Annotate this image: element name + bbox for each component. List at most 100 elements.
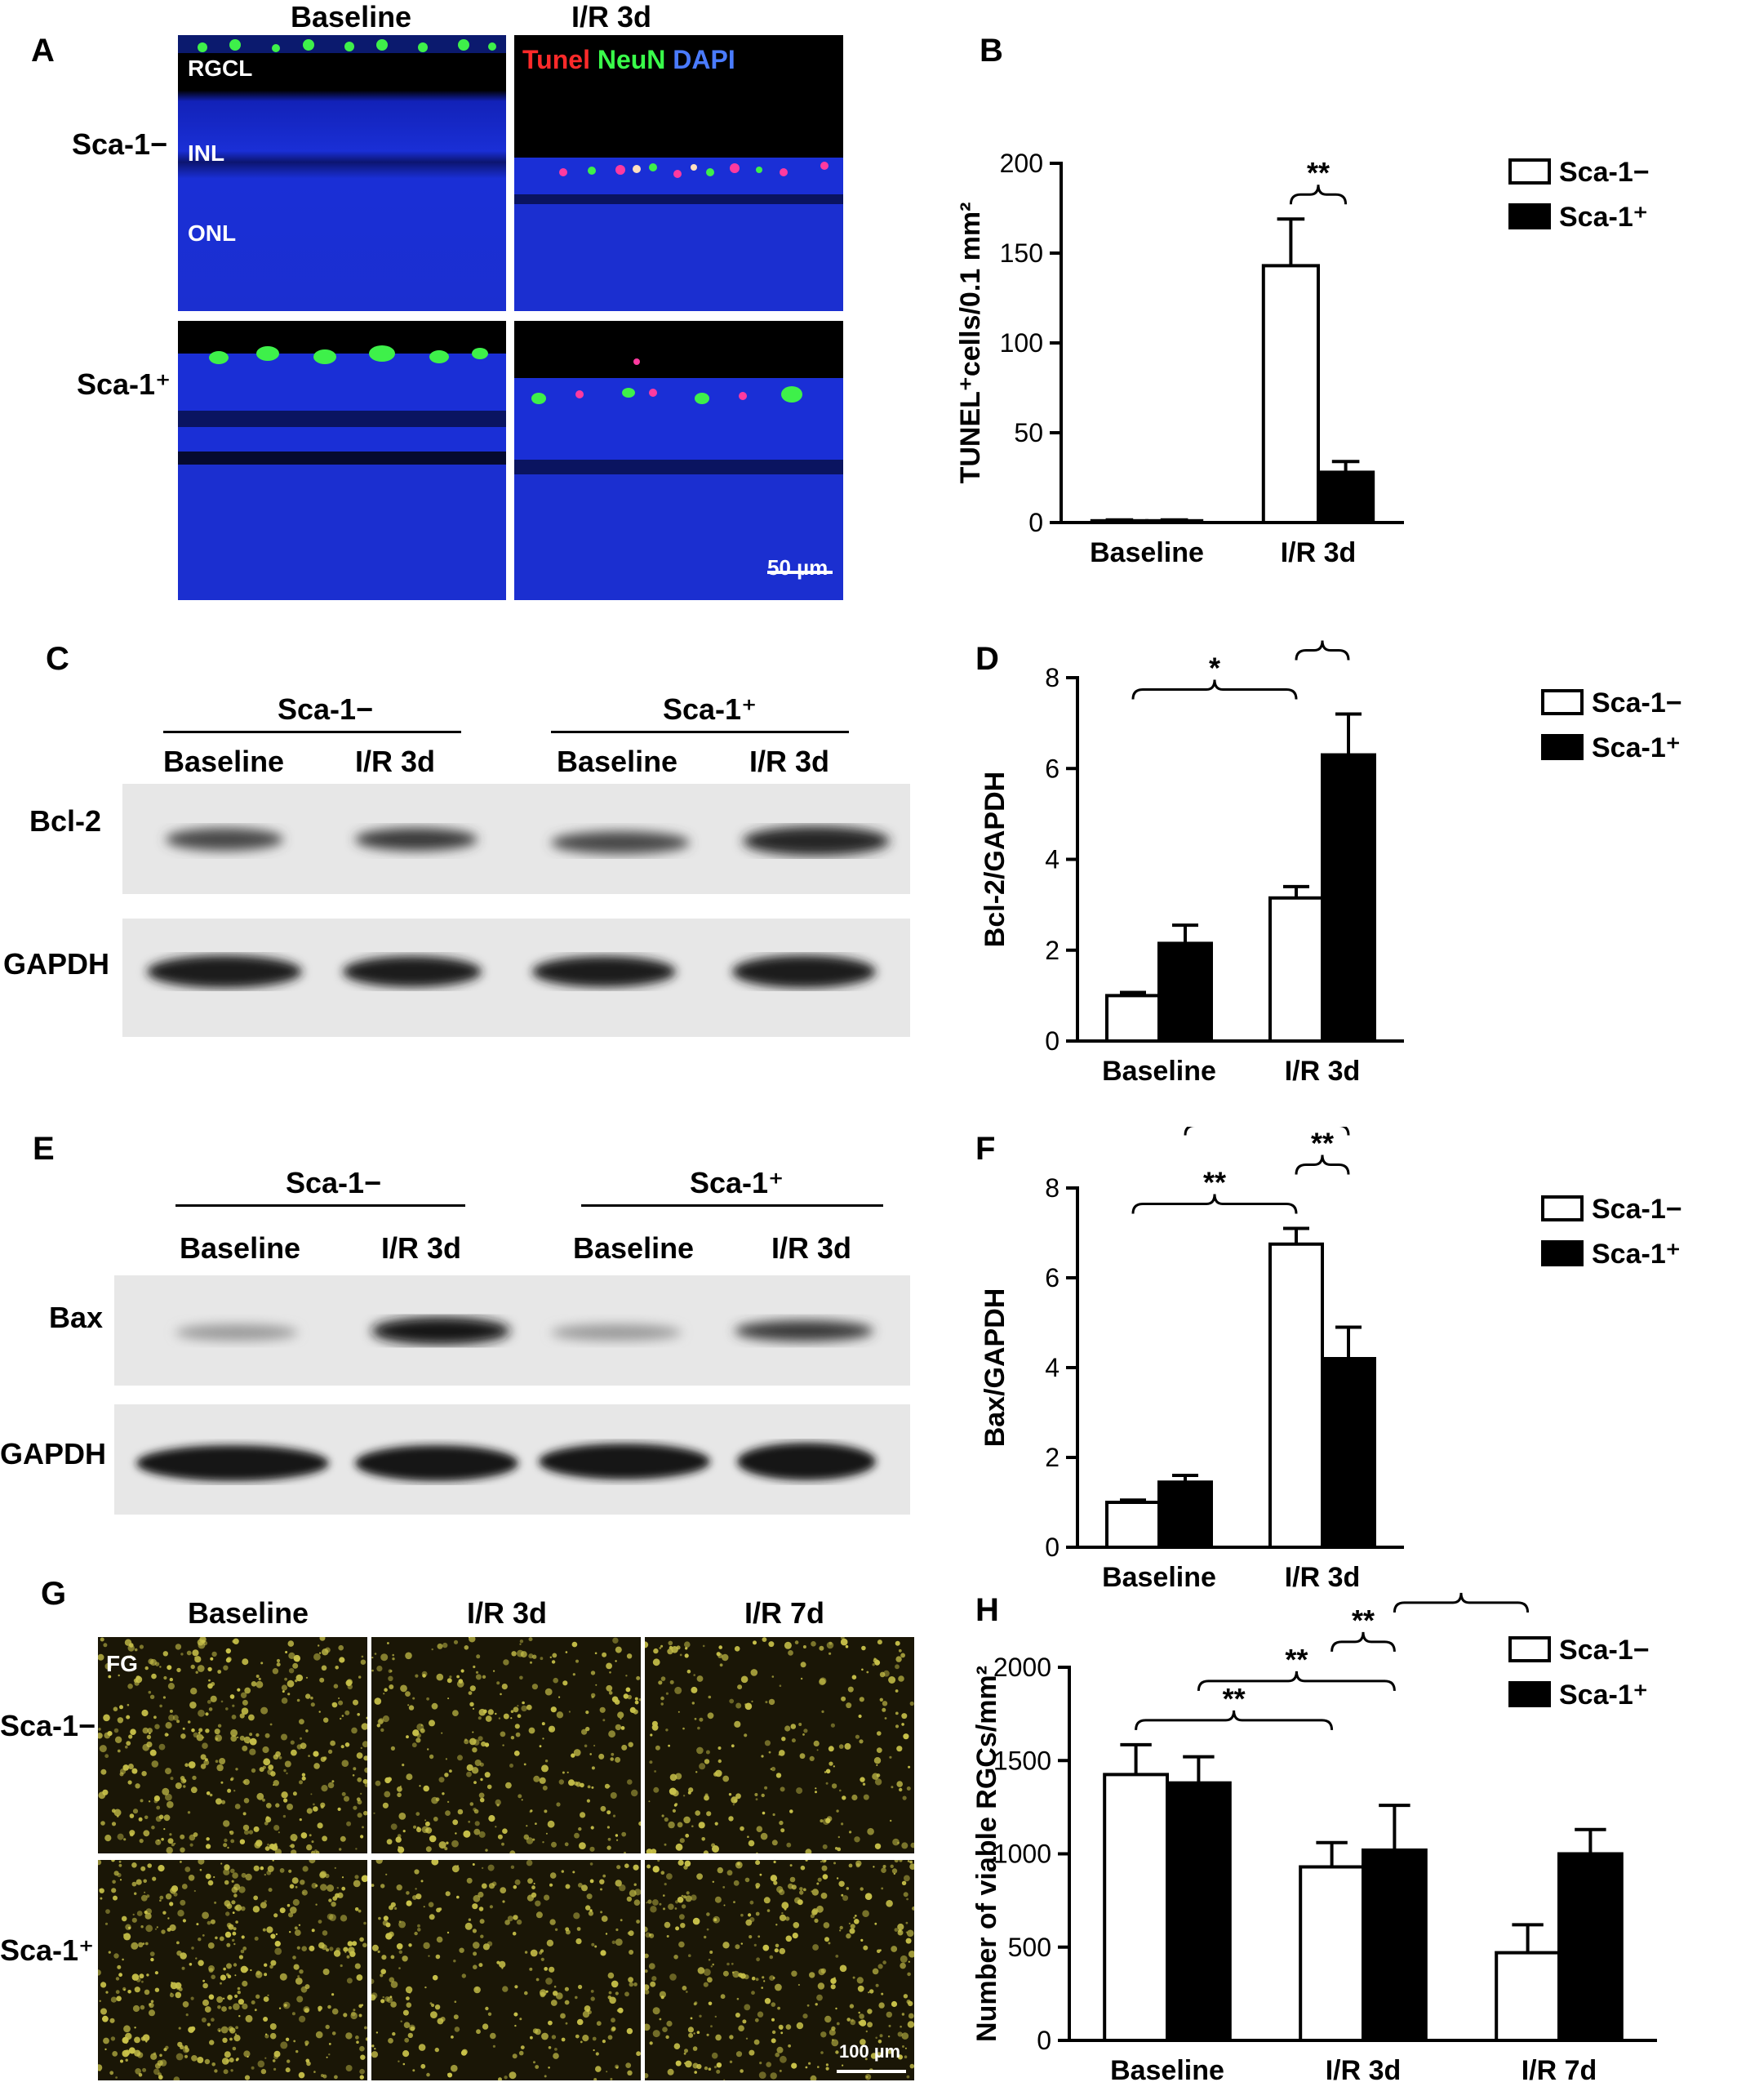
micrograph-a-baseline-sca1-neg bbox=[178, 35, 506, 311]
chart-f-legend-swatch bbox=[1541, 1195, 1584, 1221]
panel-letter-e: E bbox=[33, 1131, 55, 1167]
chart-f-category-label: I/R 3d bbox=[1285, 1562, 1361, 1593]
scale-bar-g-label: 100 µm bbox=[839, 2041, 901, 2062]
chart-d-legend-swatch bbox=[1541, 689, 1584, 715]
chart-h-legend-swatch bbox=[1508, 1681, 1551, 1707]
chart-d-significance-label: * bbox=[1209, 652, 1220, 685]
panel-letter-b: B bbox=[980, 33, 1003, 69]
panel-c-lane-4: I/R 3d bbox=[749, 745, 830, 778]
chart-b-significance-label: ** bbox=[1307, 156, 1330, 189]
chart-f-significance-bracket bbox=[1295, 1155, 1350, 1175]
chart-f-bar bbox=[1268, 1242, 1324, 1549]
chart-d-bar bbox=[1268, 896, 1324, 1043]
chart-d-legend-label: Sca-1− bbox=[1592, 687, 1682, 719]
chart-f-ytick-label: 4 bbox=[1045, 1353, 1060, 1382]
blot-gapdh-e bbox=[114, 1404, 910, 1515]
panel-a-col-header-baseline: Baseline bbox=[291, 0, 412, 33]
chart-h-significance-label: ** bbox=[1285, 1643, 1308, 1676]
chart-h-ytick-label: 2000 bbox=[993, 1653, 1051, 1682]
stain-label-dapi: DAPI bbox=[673, 45, 735, 74]
panel-a-col-header-ir3d: I/R 3d bbox=[571, 0, 652, 33]
panel-g-row-sca1-neg: Sca-1− bbox=[0, 1709, 96, 1742]
chart-d-bar bbox=[1157, 941, 1213, 1043]
chart-d-legend-label: Sca-1⁺ bbox=[1592, 732, 1681, 763]
micrograph-a-ir3d-sca1-neg bbox=[514, 35, 843, 311]
chart-d-significance-bracket bbox=[1295, 640, 1350, 661]
panel-c-lane-1: Baseline bbox=[163, 745, 285, 778]
blot-bax bbox=[114, 1275, 910, 1386]
chart-d-legend-swatch bbox=[1541, 734, 1584, 760]
panel-c-group-sca1-neg: Sca-1− bbox=[278, 692, 374, 726]
panel-letter-f: F bbox=[975, 1131, 996, 1167]
chart-h-significance-label: ** bbox=[1223, 1682, 1246, 1715]
chart-b-legend-label: Sca-1− bbox=[1559, 157, 1650, 188]
layer-label-rgcl: RGCL bbox=[188, 56, 253, 81]
layer-label-onl: ONL bbox=[188, 220, 237, 246]
scale-bar-g bbox=[837, 2070, 906, 2073]
chart-f-legend-label: Sca-1− bbox=[1592, 1194, 1682, 1225]
fg-image-ir3d-sca1-neg bbox=[371, 1637, 641, 1853]
chart-h-legend-swatch bbox=[1508, 1636, 1551, 1662]
chart-b-ylabel: TUNEL⁺cells/0.1 mm² bbox=[955, 202, 986, 484]
chart-h-bar bbox=[1557, 1852, 1624, 2042]
chart-b-legend-label: Sca-1⁺ bbox=[1559, 202, 1648, 233]
panel-a-row-label-sca1-neg: Sca-1− bbox=[72, 127, 168, 161]
chart-b-svg: 0 50 100 150 200 TUNEL⁺cells/0.1 mm² Baseline I… bbox=[955, 149, 1650, 568]
chart-h-ylabel: Number of viable RGCs/mm² bbox=[971, 1666, 1002, 2042]
layer-label-inl: INL bbox=[188, 140, 225, 166]
chart-d-ytick-label: 4 bbox=[1045, 845, 1060, 874]
chart-d-significance-label: ** bbox=[1311, 637, 1334, 646]
panel-c-lane-2: I/R 3d bbox=[355, 745, 436, 778]
stain-label-neun: NeuN bbox=[597, 45, 666, 74]
panel-c-lane-3: Baseline bbox=[557, 745, 678, 778]
chart-h-significance-bracket bbox=[1197, 1671, 1396, 1691]
panel-letter-a: A bbox=[31, 33, 55, 69]
panel-a-row-label-sca1-pos: Sca-1⁺ bbox=[77, 367, 171, 401]
chart-d-category-label: I/R 3d bbox=[1285, 1056, 1361, 1087]
chart-d-bar bbox=[1105, 994, 1161, 1043]
chart-f-significance-label: ** bbox=[1203, 1166, 1226, 1199]
panel-g-col-ir3d: I/R 3d bbox=[467, 1596, 548, 1630]
chart-h-legend-label: Sca-1− bbox=[1559, 1635, 1650, 1666]
panel-letter-h: H bbox=[975, 1592, 999, 1628]
panel-c-group-line-pos bbox=[551, 731, 849, 733]
panel-c-group-sca1-pos: Sca-1⁺ bbox=[663, 692, 757, 726]
chart-d-ytick-label: 2 bbox=[1045, 936, 1060, 965]
chart-h-bar bbox=[1299, 1865, 1366, 2042]
chart-d-svg: 0 2 4 6 8 Bcl-2/GAPDH Baseline I/R 3d Sca-1− Sca-… bbox=[980, 573, 1682, 1088]
chart-d-ytick-label: 6 bbox=[1045, 754, 1060, 783]
chart-h-significance-label: ** bbox=[1352, 1604, 1375, 1637]
panel-letter-c: C bbox=[46, 641, 69, 677]
chart-f-significance-label: ** bbox=[1311, 1127, 1334, 1160]
panel-e-group-sca1-pos: Sca-1⁺ bbox=[690, 1166, 784, 1199]
chart-f-ytick-label: 8 bbox=[1045, 1173, 1060, 1203]
fg-image-ir7d-sca1-pos bbox=[645, 1860, 914, 2080]
fg-image-baseline-sca1-neg bbox=[98, 1637, 367, 1853]
panel-e-lane-3: Baseline bbox=[573, 1231, 695, 1265]
chart-h-category-label: Baseline bbox=[1110, 2055, 1224, 2086]
micrograph-a-baseline-sca1-pos bbox=[178, 321, 506, 600]
panel-e-lane-4: I/R 3d bbox=[771, 1231, 852, 1265]
chart-f-ytick-label: 0 bbox=[1045, 1533, 1060, 1562]
chart-b: 0 50 100 150 200 TUNEL⁺cells/0.1 mm² Baseline I… bbox=[947, 122, 1722, 604]
panel-g-col-baseline: Baseline bbox=[188, 1596, 309, 1630]
micrograph-a-ir3d-sca1-pos bbox=[514, 321, 843, 600]
chart-h-ytick-label: 0 bbox=[1037, 2026, 1051, 2055]
fg-image-ir7d-sca1-neg bbox=[645, 1637, 914, 1853]
chart-f-legend-label: Sca-1⁺ bbox=[1592, 1239, 1681, 1270]
panel-c-row-gapdh: GAPDH bbox=[3, 947, 110, 981]
chart-f-ytick-label: 6 bbox=[1045, 1263, 1060, 1292]
chart-h-ytick-label: 1500 bbox=[993, 1746, 1051, 1775]
chart-h-bar bbox=[1362, 1848, 1428, 2042]
chart-f-bar bbox=[1157, 1480, 1213, 1549]
chart-b-bar bbox=[1317, 470, 1375, 524]
chart-d-ytick-label: 0 bbox=[1045, 1026, 1060, 1056]
chart-f-bar bbox=[1321, 1357, 1376, 1549]
chart-b-legend-swatch bbox=[1508, 203, 1551, 229]
panel-e-group-sca1-neg: Sca-1− bbox=[286, 1166, 382, 1199]
chart-h-category-label: I/R 7d bbox=[1522, 2055, 1597, 2086]
chart-b-bar bbox=[1261, 264, 1320, 524]
chart-b-ytick-label: 50 bbox=[1014, 418, 1043, 447]
chart-h-bar bbox=[1166, 1781, 1232, 2042]
